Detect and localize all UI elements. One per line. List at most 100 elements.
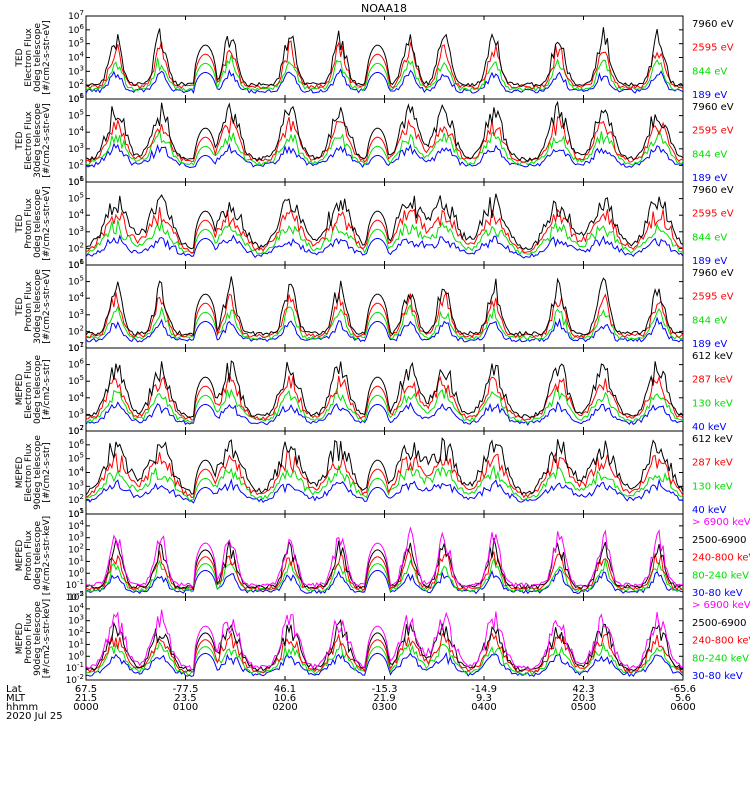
y-axis-label-line: [#/cm2-s-str-eV] — [42, 20, 52, 95]
y-tick-label: 103 — [68, 308, 84, 321]
legend-entry: 844 eV — [692, 66, 727, 77]
y-tick-label: 104 — [68, 208, 84, 221]
y-tick-exponent: 4 — [80, 125, 85, 133]
y-tick-label: 103 — [68, 479, 84, 492]
chart-title: NOAA18 — [361, 2, 407, 15]
y-tick-label: 103 — [68, 407, 84, 420]
series-trace — [85, 193, 684, 250]
y-tick-label: 107 — [68, 9, 84, 22]
x-tick-label: 10.6 — [274, 693, 296, 704]
legend-entry: 2500-6900 — [692, 535, 747, 546]
series-trace — [85, 129, 684, 167]
series-trace — [85, 207, 684, 254]
y-tick-exponent: -1 — [77, 661, 84, 669]
y-axis-label-line: 30deg telescope — [33, 269, 43, 344]
series-trace — [85, 526, 684, 589]
y-tick-exponent: 6 — [80, 358, 85, 366]
legend-entry: 130 keV — [692, 398, 733, 409]
y-axis-label-line: 30deg telescope — [33, 103, 43, 178]
y-tick-label: 102 — [68, 158, 84, 171]
x-tick-label: 0000 — [73, 702, 98, 713]
series-trace — [85, 68, 684, 95]
y-axis-label-line: 0deg telescope — [33, 521, 43, 591]
y-axis-label: MEPEDElectron Flux90deg telescope[#/cm2-… — [15, 435, 52, 510]
y-tick-label: 107 — [68, 424, 84, 437]
x-tick-label: 0300 — [372, 702, 397, 713]
y-tick-exponent: 4 — [80, 208, 85, 216]
legend-entry: 130 keV — [692, 481, 733, 492]
y-axis-label-line: Electron Flux — [24, 28, 34, 87]
y-tick-exponent: 1 — [80, 507, 84, 515]
legend-entry: 7960 eV — [692, 268, 734, 279]
legend-entry: 7960 eV — [692, 102, 734, 113]
y-tick-exponent: 3 — [80, 308, 84, 316]
date-label: 2020 Jul 25 — [6, 711, 63, 722]
y-tick-exponent: 1 — [80, 637, 84, 645]
legend-entry: 30-80 keV — [692, 588, 743, 599]
legend-entry: 240-800 keV — [692, 553, 750, 564]
y-tick-exponent: 2 — [80, 424, 84, 432]
y-tick-label: 106 — [68, 438, 84, 451]
y-axis-label-line: Proton Flux — [24, 530, 34, 581]
y-axis-label-line: Electron Flux — [24, 360, 34, 419]
series-trace — [85, 437, 684, 496]
x-tick-label: 46.1 — [274, 684, 296, 695]
series-trace — [85, 220, 683, 256]
y-axis-label-line: Proton Flux — [24, 613, 34, 664]
y-axis-label-line: Electron Flux — [24, 111, 34, 170]
y-axis-label-line: Electron Flux — [24, 443, 34, 502]
y-tick-exponent: 7 — [80, 9, 84, 17]
y-tick-label: 106 — [68, 358, 84, 371]
series-trace — [85, 641, 684, 676]
legend-entry: 612 keV — [692, 351, 733, 362]
y-tick-exponent: 6 — [80, 258, 85, 266]
x-tick-label: 0500 — [571, 702, 596, 713]
x-tick-label: -15.3 — [372, 684, 398, 695]
x-tick-label: -65.6 — [670, 684, 696, 695]
legend-entry: 7960 eV — [692, 185, 734, 196]
series-trace — [85, 464, 684, 502]
legend-entry: 40 keV — [692, 505, 726, 516]
y-tick-exponent: 6 — [80, 175, 85, 183]
legend-entry: 2595 eV — [692, 43, 734, 54]
y-axis-label-line: [#/cm2-s-str-keV] — [42, 516, 52, 595]
y-axis-label-line: TED — [15, 297, 25, 316]
y-tick-exponent: 3 — [80, 142, 84, 150]
y-axis-label: TEDElectron Flux0deg telescope[#/cm2-s-s… — [15, 20, 52, 95]
legend-entry: 30-80 keV — [692, 671, 743, 682]
legend-entry: 612 keV — [692, 434, 733, 445]
y-axis-label: MEPEDElectron Flux0deg telescope[#/cm2-s… — [15, 355, 52, 425]
y-axis-label-line: TED — [15, 48, 25, 67]
series-trace — [85, 450, 684, 499]
y-tick-exponent: 2 — [80, 324, 84, 332]
y-tick-label: 103 — [68, 142, 84, 155]
y-tick-exponent: 7 — [80, 424, 84, 432]
series-trace — [85, 478, 684, 504]
y-tick-exponent: 4 — [80, 466, 85, 474]
y-axis-label-line: 90deg telescope — [33, 435, 43, 510]
series-trace — [85, 142, 684, 169]
y-axis-label: TEDProton Flux0deg telescope[#/cm2-s-str… — [15, 186, 52, 261]
series-trace — [85, 276, 684, 337]
y-tick-exponent: 3 — [80, 225, 84, 233]
x-tick-label: 67.5 — [75, 684, 97, 695]
y-tick-exponent: 1 — [80, 341, 84, 349]
y-axis-label-line: [#/cm2-s-str-eV] — [42, 269, 52, 344]
legend-entry: 189 eV — [692, 90, 727, 101]
y-tick-label: 102 — [68, 241, 84, 254]
x-tick-label: 0600 — [670, 702, 695, 713]
series-trace — [85, 386, 684, 424]
y-tick-exponent: -2 — [77, 673, 84, 681]
y-tick-label: 106 — [68, 258, 84, 271]
legend-entry: 2595 eV — [692, 126, 734, 137]
y-axis-label-line: Proton Flux — [24, 198, 34, 249]
y-axis-label-line: Proton Flux — [24, 281, 34, 332]
series-trace — [85, 54, 684, 92]
y-tick-exponent: 2 — [80, 241, 84, 249]
legend-entry: 189 eV — [692, 339, 727, 350]
legend-entry: > 6900 keV — [692, 600, 750, 611]
